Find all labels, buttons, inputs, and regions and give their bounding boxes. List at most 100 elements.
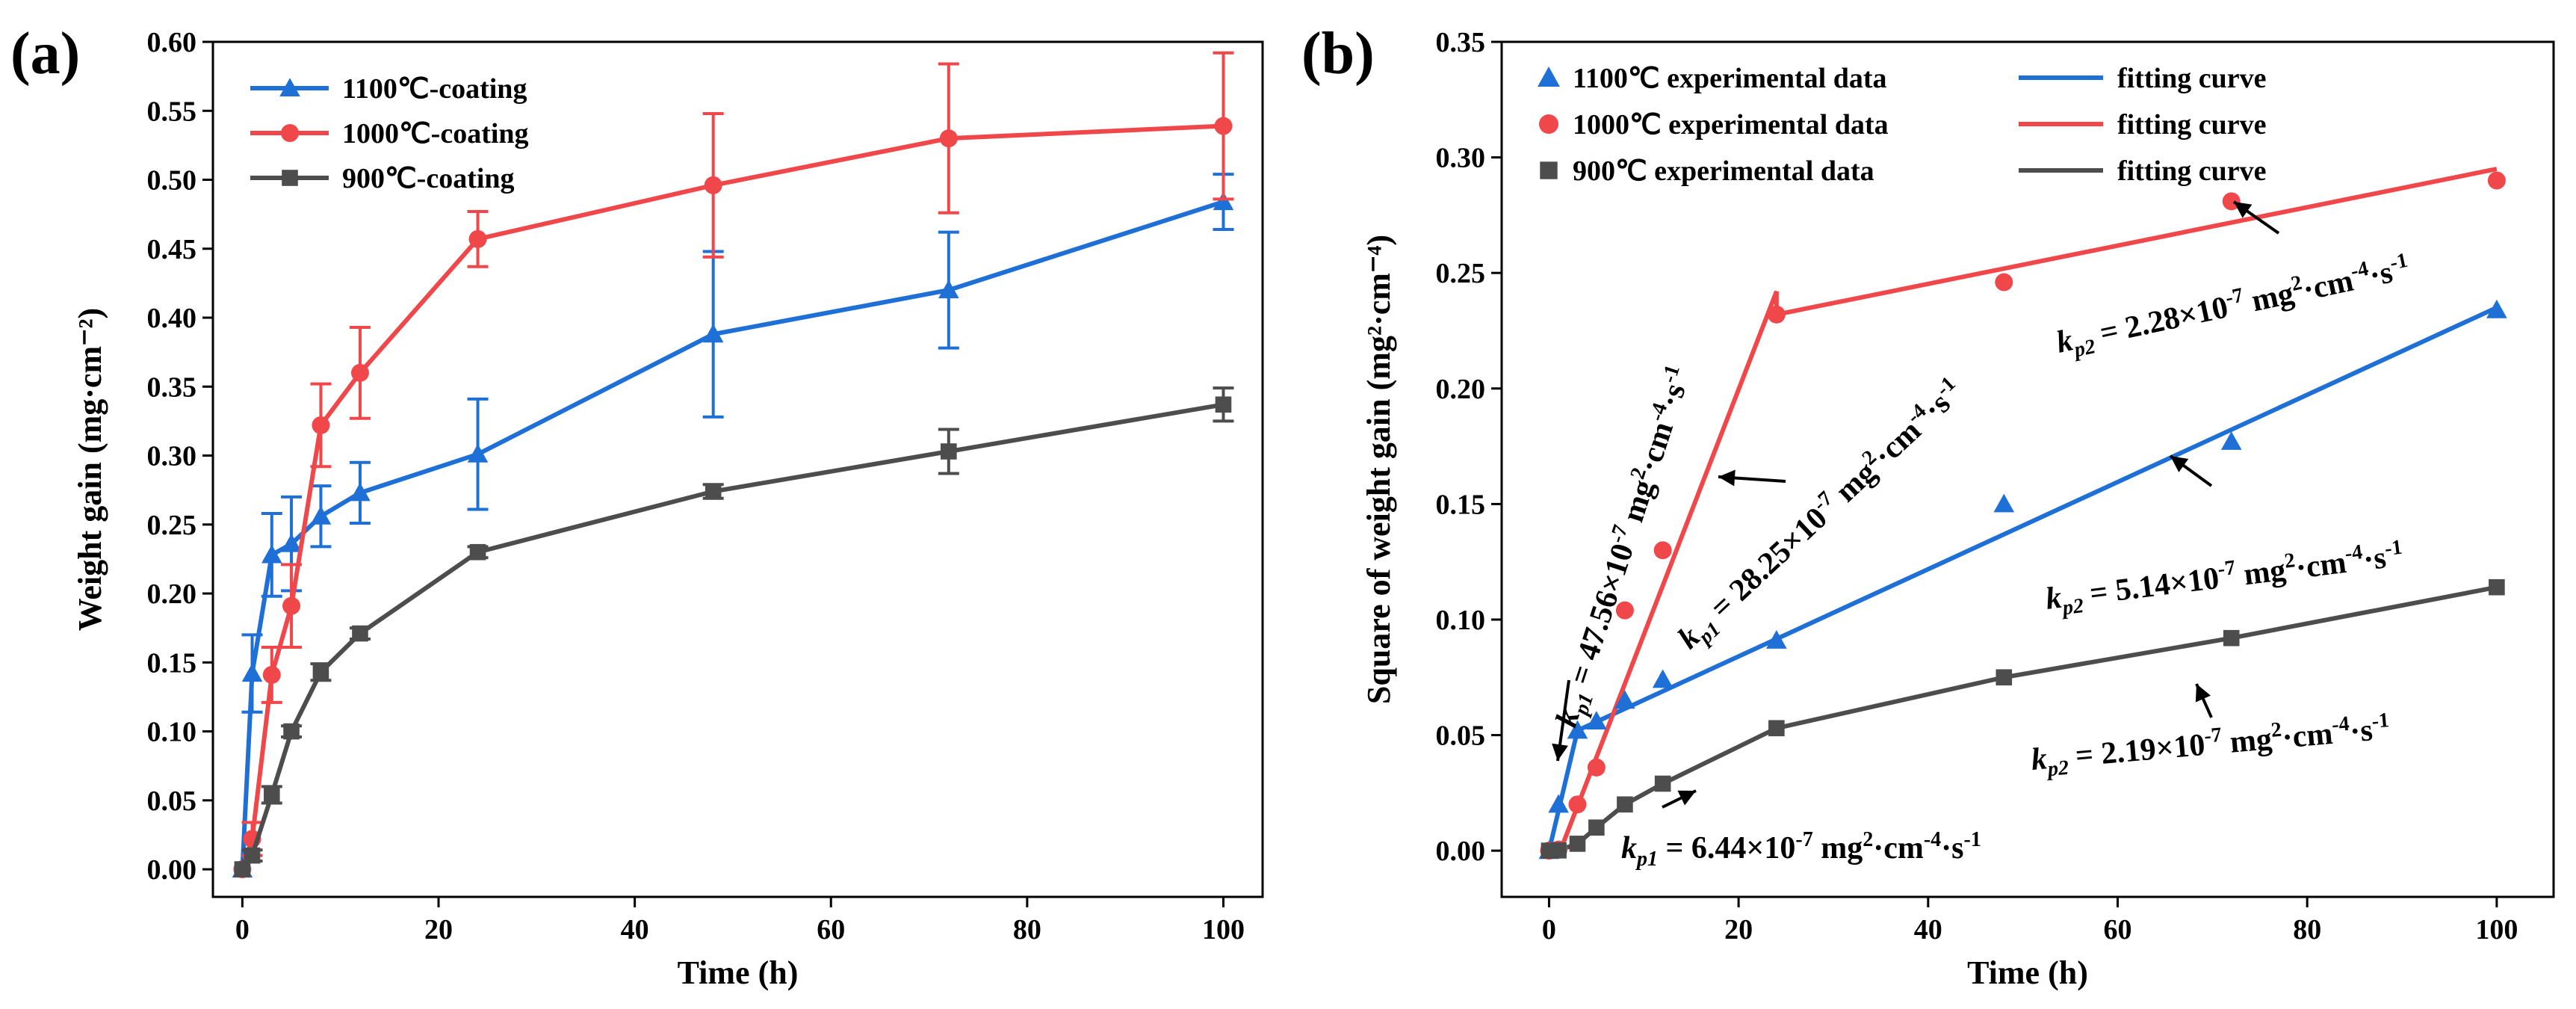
a-legend-label: 900℃-coating — [342, 163, 515, 194]
b-data-point — [2487, 171, 2506, 190]
annotation-arrow — [1552, 679, 1570, 762]
a-x-axis-label: Time (h) — [678, 954, 799, 991]
b-legend-marker — [1538, 67, 1560, 87]
b-data-point — [1615, 601, 1634, 620]
annotation-kp2-1100: kp2 = 5.14×10-7 mg2·cm-4·s-1 — [2043, 536, 2406, 622]
annotation-arrow — [2195, 683, 2213, 718]
a-data-point — [702, 324, 724, 343]
a-legend-label: 1100℃-coating — [342, 73, 527, 105]
b-data-point — [2223, 629, 2240, 647]
a-data-point — [352, 625, 368, 642]
b-x-tick-label: 100 — [2475, 914, 2518, 945]
b-data-point — [1588, 819, 1605, 836]
b-data-point — [2486, 299, 2507, 318]
b-data-point — [1995, 273, 2013, 291]
b-data-point — [1617, 796, 1633, 813]
a-y-tick-label: 0.55 — [147, 96, 197, 127]
b-y-tick-label: 0.30 — [1436, 143, 1486, 174]
a-data-point — [941, 443, 957, 460]
a-data-point — [350, 363, 369, 382]
b-y-tick-label: 0.35 — [1436, 27, 1486, 58]
a-x-tick-label: 60 — [817, 914, 845, 945]
b-data-point — [1550, 842, 1567, 859]
a-y-tick-label: 0.35 — [147, 371, 197, 403]
a-series-line-0 — [240, 200, 1224, 870]
b-x-tick-label: 80 — [2293, 914, 2321, 945]
a-data-point — [262, 665, 281, 684]
b-legend-marker — [1539, 114, 1558, 134]
a-data-point — [938, 280, 959, 299]
b-fitting-curve-1 — [1556, 167, 2498, 857]
a-y-tick-label: 0.50 — [147, 165, 197, 197]
b-y-tick-label: 0.25 — [1436, 258, 1486, 289]
a-y-tick-label: 0.00 — [147, 854, 197, 886]
b-fitting-curve-2 — [1549, 584, 2498, 854]
a-data-point — [705, 483, 722, 500]
a-legend-marker — [282, 170, 298, 186]
b-legend-line-label: fitting curve — [2117, 109, 2266, 141]
a-y-tick-label: 0.40 — [147, 303, 197, 334]
a-data-point — [310, 505, 332, 525]
a-legend-marker — [281, 124, 299, 142]
b-data-point — [2489, 578, 2505, 596]
b-data-point — [2222, 192, 2241, 211]
b-y-tick-label: 0.10 — [1436, 605, 1486, 636]
annotation-arrow — [2169, 454, 2213, 487]
b-x-tick-label: 20 — [1724, 914, 1753, 945]
a-y-axis-label: Weight gain (mg·cm⁻²) — [72, 308, 108, 631]
a-data-point — [350, 482, 371, 502]
b-legend-marker — [1540, 161, 1558, 179]
b-plot-frame — [1500, 40, 2555, 898]
annotation-kp1-900: kp1 = 6.44×10-7 mg2·cm-4·s-1 — [1621, 828, 1981, 871]
b-y-tick-label: 0.20 — [1436, 374, 1486, 405]
a-legend-label: 1000℃-coating — [342, 118, 529, 149]
b-x-tick-label: 60 — [2104, 914, 2132, 945]
a-x-tick-label: 20 — [424, 914, 453, 945]
b-data-point — [1586, 711, 1607, 730]
a-y-tick-label: 0.60 — [147, 27, 197, 58]
b-y-axis-label: Square of weight gain (mg²·cm⁻⁴) — [1360, 235, 1397, 704]
a-data-point — [467, 443, 489, 463]
a-data-point — [704, 176, 722, 194]
a-data-point — [261, 544, 282, 564]
panel-b-label: (b) — [1301, 21, 1375, 87]
b-data-point — [1548, 794, 1569, 813]
a-y-tick-label: 0.25 — [147, 510, 197, 541]
a-data-point — [244, 847, 261, 864]
b-x-axis-label: Time (h) — [1967, 954, 2088, 991]
a-data-point — [281, 533, 302, 552]
b-data-point — [1993, 493, 2015, 513]
a-data-point — [241, 663, 263, 682]
a-y-tick-label: 0.45 — [147, 234, 197, 265]
b-x-tick-label: 0 — [1542, 914, 1556, 945]
a-x-tick-label: 0 — [235, 914, 250, 945]
a-y-tick-label: 0.30 — [147, 441, 197, 472]
b-data-point — [1569, 836, 1586, 852]
b-legend-point-label: 1100℃ experimental data — [1573, 63, 1887, 94]
b-data-point — [1614, 690, 1635, 709]
a-data-point — [1214, 117, 1233, 135]
a-x-tick-label: 40 — [621, 914, 649, 945]
a-series-line-2 — [240, 402, 1224, 871]
b-data-point — [1568, 795, 1587, 814]
a-y-tick-label: 0.15 — [147, 647, 197, 679]
b-legend: 1100℃ experimental data fitting curve 1000… — [1538, 63, 2266, 187]
b-data-point — [1567, 720, 1588, 739]
b-x-tick-label: 40 — [1914, 914, 1942, 945]
b-data-point — [1653, 541, 1672, 560]
a-data-point — [469, 543, 486, 561]
b-legend-point-label: 900℃ experimental data — [1573, 155, 1874, 187]
b-data-point — [1654, 775, 1671, 792]
annotation-kp2-1000: kp2 = 2.28×10-7 mg2·cm-4·s-1 — [2053, 249, 2414, 365]
a-plot-frame — [211, 40, 1264, 898]
b-data-point — [2220, 431, 2242, 450]
a-data-point — [283, 723, 300, 740]
a-data-point — [234, 861, 251, 877]
a-data-point — [312, 664, 329, 681]
a-data-point — [1213, 191, 1234, 211]
a-x-tick-label: 80 — [1013, 914, 1041, 945]
a-legend: 1100℃-coating 1000℃-coating 900℃-coating — [250, 73, 529, 194]
b-legend-point-label: 1000℃ experimental data — [1573, 109, 1889, 141]
